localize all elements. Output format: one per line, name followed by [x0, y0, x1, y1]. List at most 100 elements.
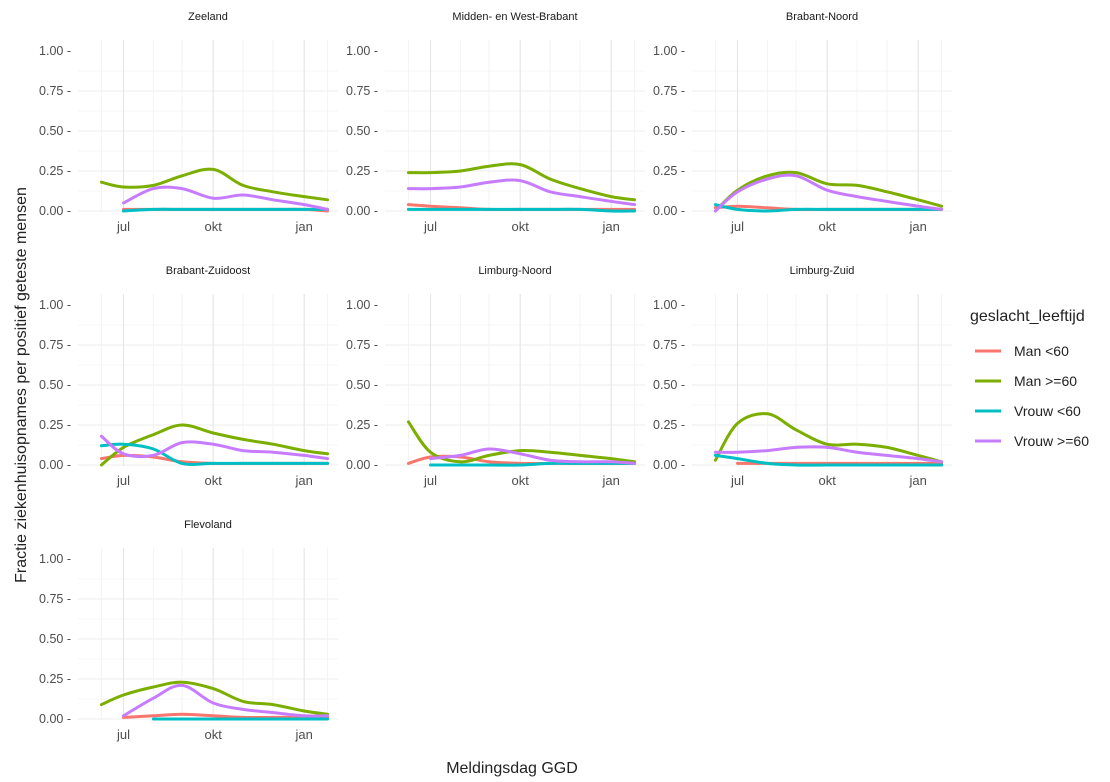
x-tick-label: jul	[423, 219, 437, 234]
series-line	[713, 445, 944, 464]
y-tick-label: 0.75 -	[39, 84, 71, 98]
facet-panel: Zeeland 0.00 - 0.25 - 0.50 - 0.75 - 1.00 - jul…	[39, 11, 338, 234]
x-tick-label: okt	[512, 473, 530, 488]
series-line	[713, 170, 944, 213]
panel-title: Flevoland	[184, 519, 232, 531]
y-tick-label: 0.25 -	[39, 672, 71, 686]
facet-panel: Midden- en West-Brabant 0.00 - 0.25 - 0.50 …	[346, 11, 645, 234]
facet-panel: Limburg-Zuid 0.00 - 0.25 - 0.50 - 0.75 - 1.00…	[653, 265, 952, 488]
x-tick-label: okt	[819, 219, 837, 234]
y-tick-label: 0.25 -	[346, 418, 378, 432]
y-tick-label: 0.00 -	[653, 204, 685, 218]
legend-label: Vrouw <60	[1014, 403, 1081, 419]
y-tick-label: 1.00 -	[39, 298, 71, 312]
x-tick-label: jan	[909, 219, 927, 234]
panel-title: Zeeland	[188, 11, 228, 23]
y-tick-label: 1.00 -	[39, 44, 71, 58]
y-tick-label: 0.50 -	[346, 378, 378, 392]
series-line	[99, 167, 330, 202]
series-line	[99, 434, 330, 461]
y-tick-label: 0.00 -	[39, 458, 71, 472]
x-tick-label: jul	[116, 473, 130, 488]
y-tick-label: 0.50 -	[39, 632, 71, 646]
x-axis-title: Meldingsdag GGD	[446, 760, 578, 777]
panel-title: Brabant-Zuidoost	[166, 265, 250, 277]
y-tick-label: 1.00 -	[653, 44, 685, 58]
legend-title: geslacht_leeftijd	[970, 308, 1085, 325]
y-tick-label: 0.75 -	[346, 84, 378, 98]
panel-title: Limburg-Zuid	[790, 265, 855, 277]
y-tick-label: 0.25 -	[346, 164, 378, 178]
series-line	[122, 683, 330, 718]
y-tick-label: 1.00 -	[346, 298, 378, 312]
facet-panel: Brabant-Zuidoost 0.00 - 0.25 - 0.50 - 0.75 -…	[39, 265, 338, 488]
y-tick-label: 0.50 -	[39, 378, 71, 392]
x-tick-label: okt	[205, 219, 223, 234]
facet-panel: Brabant-Noord 0.00 - 0.25 - 0.50 - 0.75 - 1.0…	[653, 11, 952, 234]
facet-panel: Flevoland 0.00 - 0.25 - 0.50 - 0.75 - 1.00 - j…	[39, 519, 338, 742]
y-tick-label: 0.75 -	[39, 592, 71, 606]
x-tick-label: jan	[295, 727, 313, 742]
y-tick-label: 0.00 -	[39, 204, 71, 218]
y-tick-label: 0.75 -	[653, 338, 685, 352]
y-tick-label: 0.50 -	[653, 378, 685, 392]
x-tick-label: jul	[730, 219, 744, 234]
x-tick-label: okt	[819, 473, 837, 488]
series-line	[406, 178, 637, 207]
y-tick-label: 0.50 -	[39, 124, 71, 138]
x-tick-label: jul	[423, 473, 437, 488]
legend-label: Man >=60	[1014, 373, 1077, 389]
x-tick-label: jan	[295, 473, 313, 488]
legend-label: Vrouw >=60	[1014, 433, 1089, 449]
legend: geslacht_leeftijd Man <60 Man >=60 Vrouw <…	[970, 308, 1089, 449]
series-line	[429, 447, 637, 465]
x-tick-label: okt	[205, 473, 223, 488]
y-tick-label: 1.00 -	[653, 298, 685, 312]
series-line	[713, 453, 944, 467]
y-tick-label: 0.25 -	[39, 418, 71, 432]
series-line	[122, 712, 330, 720]
panel-title: Midden- en West-Brabant	[452, 11, 577, 23]
legend-label: Man <60	[1014, 343, 1069, 359]
x-tick-label: okt	[512, 219, 530, 234]
x-tick-label: jan	[295, 219, 313, 234]
panel-title: Brabant-Noord	[786, 11, 858, 23]
y-tick-label: 0.00 -	[39, 712, 71, 726]
y-tick-label: 0.75 -	[346, 338, 378, 352]
series-line	[122, 185, 330, 211]
panel-title: Limburg-Noord	[478, 265, 551, 277]
series-line	[713, 173, 944, 213]
series-line	[713, 203, 944, 213]
y-tick-label: 0.50 -	[653, 124, 685, 138]
series-line	[713, 412, 944, 464]
x-tick-label: jan	[909, 473, 927, 488]
y-tick-label: 0.50 -	[346, 124, 378, 138]
y-tick-label: 0.25 -	[653, 418, 685, 432]
y-tick-label: 0.75 -	[653, 84, 685, 98]
x-tick-label: jan	[602, 473, 620, 488]
facet-panel: Limburg-Noord 0.00 - 0.25 - 0.50 - 0.75 - 1.0…	[346, 265, 645, 488]
series-line	[122, 207, 330, 213]
x-tick-label: jul	[116, 727, 130, 742]
y-tick-label: 0.00 -	[653, 458, 685, 472]
series-line	[406, 207, 637, 213]
series-line	[99, 423, 330, 467]
x-tick-label: jul	[116, 219, 130, 234]
y-tick-label: 0.25 -	[653, 164, 685, 178]
series-line	[429, 461, 637, 467]
y-tick-label: 1.00 -	[346, 44, 378, 58]
series-line	[99, 442, 330, 466]
y-tick-label: 0.75 -	[39, 338, 71, 352]
series-line	[406, 162, 637, 202]
series-line	[99, 680, 330, 716]
y-tick-label: 0.00 -	[346, 458, 378, 472]
x-tick-label: jan	[602, 219, 620, 234]
x-tick-label: jul	[730, 473, 744, 488]
y-axis-title: Fractie ziekenhuisopnames per positief g…	[13, 187, 30, 583]
y-tick-label: 0.25 -	[39, 164, 71, 178]
y-tick-label: 0.00 -	[346, 204, 378, 218]
y-tick-label: 1.00 -	[39, 552, 71, 566]
x-tick-label: okt	[205, 727, 223, 742]
